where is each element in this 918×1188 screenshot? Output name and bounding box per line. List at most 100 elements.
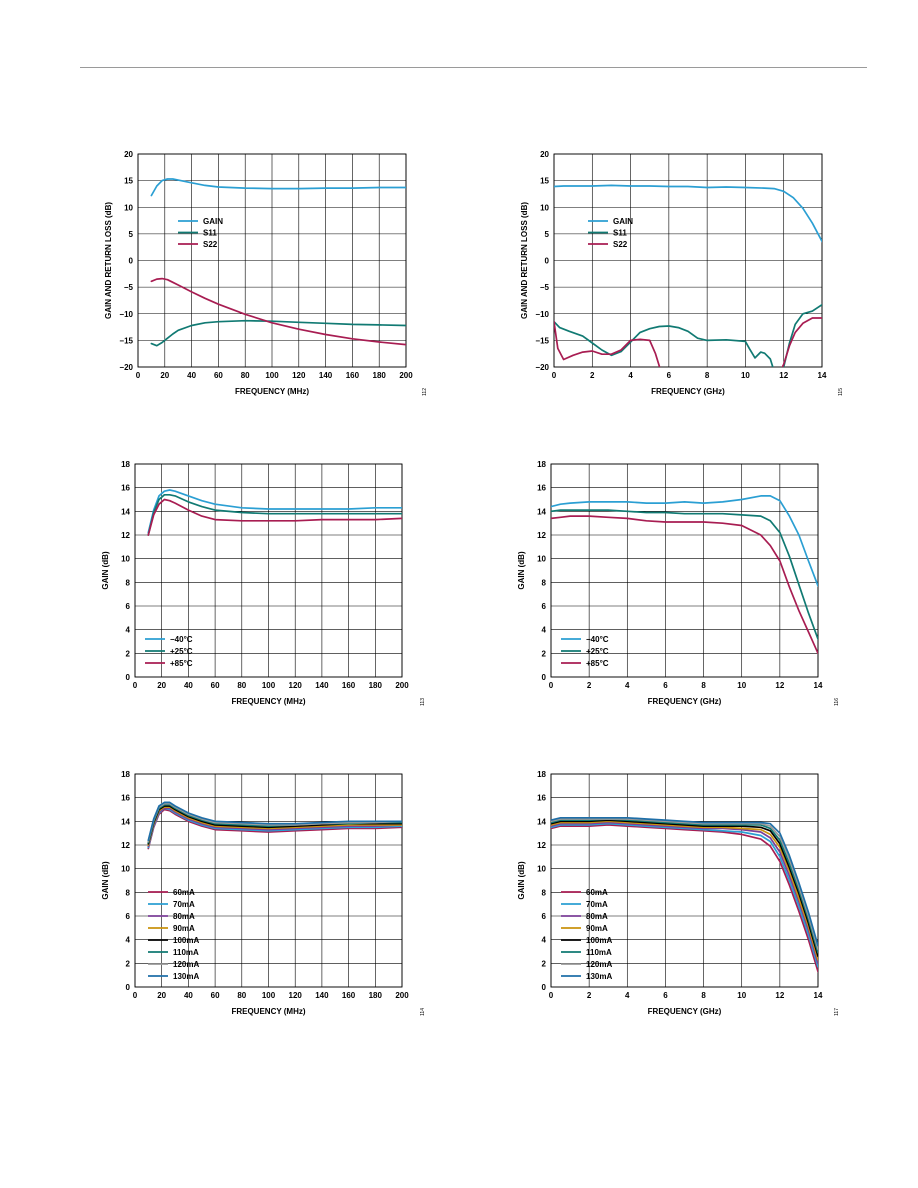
x-tick-label: 8 <box>701 681 706 690</box>
y-tick-label: 15 <box>124 177 133 186</box>
x-tick-label: 180 <box>369 681 383 690</box>
x-tick-label: 12 <box>775 991 784 1000</box>
y-tick-label: 2 <box>542 959 547 968</box>
x-tick-label: 120 <box>289 681 303 690</box>
legend-label: 110mA <box>586 948 612 957</box>
x-tick-label: 4 <box>625 991 630 1000</box>
y-tick-label: 0 <box>542 673 547 682</box>
series-line <box>147 493 402 536</box>
series-line <box>147 489 402 534</box>
y-tick-label: 16 <box>537 484 546 493</box>
x-tick-label: 60 <box>211 681 220 690</box>
y-tick-label: 2 <box>126 959 131 968</box>
x-tick-label: 40 <box>184 681 193 690</box>
series-line <box>150 319 406 347</box>
y-tick-label: 10 <box>537 865 546 874</box>
series-line <box>150 178 406 197</box>
x-axis-title: FREQUENCY (GHz) <box>648 697 722 706</box>
series-line <box>551 515 818 655</box>
y-tick-label: 6 <box>126 602 131 611</box>
x-tick-label: 12 <box>775 681 784 690</box>
y-tick-label: 0 <box>126 983 131 992</box>
x-tick-label: 14 <box>814 681 823 690</box>
series-line <box>554 184 822 243</box>
series-line <box>551 820 818 961</box>
x-tick-label: 0 <box>549 991 554 1000</box>
y-tick-label: 16 <box>537 794 546 803</box>
figure-id: 112 <box>422 388 428 396</box>
figure-id: 113 <box>420 698 426 706</box>
y-tick-label: 12 <box>537 531 546 540</box>
y-tick-label: 16 <box>121 794 130 803</box>
x-tick-label: 60 <box>214 371 223 380</box>
series-line <box>147 801 402 842</box>
legend-label: 70mA <box>173 900 195 909</box>
x-axis-title: FREQUENCY (GHz) <box>651 387 725 396</box>
y-tick-label: 5 <box>129 230 134 239</box>
y-tick-label: 16 <box>121 484 130 493</box>
y-tick-label: 12 <box>537 841 546 850</box>
legend-label: 60mA <box>173 888 195 897</box>
series-group <box>147 801 402 850</box>
y-tick-label: −5 <box>540 283 550 292</box>
x-tick-label: 100 <box>262 681 276 690</box>
legend-label: 100mA <box>586 936 612 945</box>
series-line <box>147 802 402 843</box>
figure-id: 114 <box>420 1008 426 1016</box>
header-rule <box>80 67 867 68</box>
x-tick-label: 80 <box>237 991 246 1000</box>
x-axis-title: FREQUENCY (GHz) <box>648 1007 722 1016</box>
figure-id: 116 <box>834 698 840 706</box>
x-tick-label: 10 <box>737 681 746 690</box>
y-axis-title: GAIN (dB) <box>517 861 526 900</box>
x-tick-label: 10 <box>737 991 746 1000</box>
x-tick-label: 200 <box>395 681 409 690</box>
x-tick-label: 20 <box>157 681 166 690</box>
series-line <box>554 303 822 367</box>
y-tick-label: 4 <box>126 936 131 945</box>
y-tick-label: −15 <box>535 336 549 345</box>
x-tick-label: 0 <box>549 681 554 690</box>
legend-label: 70mA <box>586 900 608 909</box>
y-tick-label: 2 <box>542 649 547 658</box>
y-tick-label: −20 <box>535 363 549 372</box>
series-line <box>551 816 818 947</box>
legend-label: S22 <box>613 240 628 249</box>
y-tick-label: 8 <box>542 578 547 587</box>
series-line <box>150 277 406 346</box>
x-tick-label: 6 <box>663 991 668 1000</box>
x-tick-label: 0 <box>133 991 138 1000</box>
series-line <box>147 808 402 850</box>
y-tick-label: 6 <box>542 602 547 611</box>
x-tick-label: 4 <box>625 681 630 690</box>
series-line <box>554 317 822 367</box>
series-line <box>551 821 818 965</box>
x-axis-title: FREQUENCY (MHz) <box>231 697 305 706</box>
x-tick-label: 14 <box>818 371 827 380</box>
x-tick-label: 8 <box>701 991 706 1000</box>
plot-frame <box>550 773 819 988</box>
series-group <box>551 816 818 973</box>
y-tick-label: 20 <box>540 150 549 159</box>
y-tick-label: 18 <box>537 460 546 469</box>
y-tick-label: 8 <box>542 888 547 897</box>
legend-label: −40°C <box>170 635 193 644</box>
series-line <box>551 819 818 958</box>
series-line <box>147 807 402 848</box>
y-axis-title: GAIN (dB) <box>101 551 110 590</box>
x-tick-label: 20 <box>160 371 169 380</box>
legend-label: +25°C <box>586 647 609 656</box>
y-tick-label: 6 <box>126 912 131 921</box>
series-line <box>551 824 818 973</box>
series-line <box>147 498 402 536</box>
x-axis-title: FREQUENCY (MHz) <box>231 1007 305 1016</box>
x-tick-label: 140 <box>315 991 329 1000</box>
x-tick-label: 180 <box>369 991 383 1000</box>
series-line <box>551 495 818 587</box>
x-tick-label: 0 <box>552 371 557 380</box>
x-tick-label: 60 <box>211 991 220 1000</box>
x-tick-label: 200 <box>395 991 409 1000</box>
y-tick-label: 4 <box>126 626 131 635</box>
plot-frame <box>137 153 407 368</box>
x-tick-label: 120 <box>292 371 306 380</box>
